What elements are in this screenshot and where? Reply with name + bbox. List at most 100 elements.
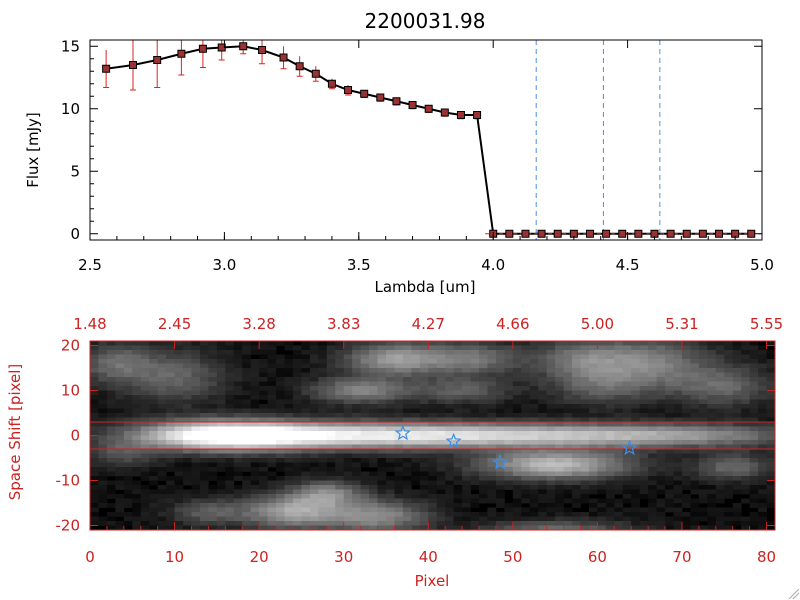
image-pixel [233,453,243,459]
image-pixel [648,404,658,409]
image-pixel [166,345,175,351]
image-pixel [199,512,209,517]
image-pixel [360,480,370,486]
image-pixel [242,467,252,472]
image-pixel [639,359,649,364]
image-pixel [749,386,759,391]
image-pixel [479,341,488,346]
image-pixel [394,395,404,400]
image-pixel [309,377,319,382]
image-pixel [445,372,455,378]
image-pixel [690,422,700,427]
image-pixel [436,453,446,459]
image-pixel [428,512,438,517]
image-pixel [495,521,505,526]
image-pixel [191,444,201,450]
image-pixel [665,426,674,432]
image-pixel [183,372,192,378]
x-tick-label: 4.5 [616,256,640,274]
image-pixel [250,350,260,355]
image-pixel [741,516,751,522]
image-pixel [132,359,142,364]
image-pixel [259,494,268,499]
image-pixel [588,377,598,382]
image-pixel [225,480,235,486]
image-pixel [572,341,581,346]
image-pixel [352,399,362,405]
image-pixel [318,368,328,373]
image-pixel [284,507,294,513]
image-pixel [470,377,480,382]
image-pixel [631,525,641,531]
image-pixel [149,467,159,472]
resize-grip-icon[interactable] [788,588,800,600]
image-pixel [115,422,125,427]
image-pixel [191,417,201,423]
image-pixel [538,395,548,400]
image-pixel [149,471,159,477]
image-pixel [242,512,252,517]
image-pixel [479,449,488,454]
image-pixel [267,512,277,517]
image-pixel [123,494,133,499]
image-pixel [462,453,471,459]
image-pixel [301,503,311,508]
image-pixel [495,372,505,378]
image-pixel [639,345,649,351]
image-pixel [377,426,387,432]
image-pixel [199,413,209,418]
image-pixel [588,458,598,463]
image-pixel [538,521,548,526]
image-pixel [166,422,175,427]
image-pixel [555,444,564,450]
image-pixel [216,458,226,463]
image-pixel [715,363,725,369]
image-pixel [377,368,387,373]
image-pixel [555,368,564,373]
image-pixel [183,354,192,360]
image-pixel [149,435,159,441]
image-pixel [267,408,277,414]
image-pixel [123,345,133,351]
image-pixel [292,426,302,432]
x-tick-label: 5.0 [750,256,774,274]
image-pixel [225,462,235,468]
image-pixel [698,408,708,414]
image-pixel [242,521,252,526]
image-pixel [639,507,649,513]
image-pixel [157,444,167,450]
wavelength-ticks: 1.48 2.45 3.28 3.83 4.27 4.66 5.00 5.31 5.55 [73,315,783,349]
image-pixel [98,449,108,454]
image-pixel [470,476,480,481]
image-pixel [352,372,362,378]
image-pixel [470,359,480,364]
image-pixel [529,399,539,405]
image-pixel [292,408,302,414]
image-pixel [242,489,252,495]
image-pixel [292,386,302,391]
image-pixel [741,377,751,382]
image-pixel [369,525,378,531]
image-pixel [538,390,548,396]
image-pixel [487,408,497,414]
image-pixel [495,363,505,369]
image-pixel [199,354,209,360]
wavelength-tick-label: 5.31 [665,315,698,333]
image-pixel [741,449,751,454]
image-pixel [665,381,674,387]
image-pixel [335,386,345,391]
image-pixel [546,494,556,499]
image-pixel [352,381,362,387]
image-pixel [470,404,480,409]
image-pixel [301,386,311,391]
image-pixel [487,363,497,369]
image-pixel [157,368,167,373]
image-pixel [132,480,142,486]
image-pixel [504,426,514,432]
image-pixel [369,354,378,360]
image-pixel [715,507,725,513]
image-pixel [724,516,734,522]
image-pixel [385,426,395,432]
image-pixel [199,345,209,351]
image-pixel [225,345,235,351]
